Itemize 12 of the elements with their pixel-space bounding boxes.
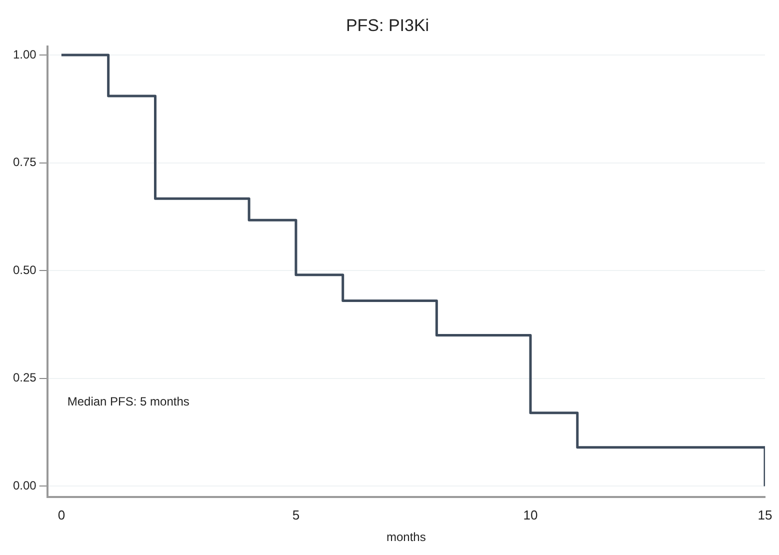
y-tick-label: 1.00 (12, 47, 37, 62)
y-tick-label: 0.75 (12, 155, 37, 170)
x-tick-label: 15 (758, 507, 772, 522)
chart-title: PFS: PI3Ki (346, 16, 430, 35)
x-tick-label: 10 (523, 507, 538, 522)
annotation: Median PFS: 5 months (67, 394, 190, 409)
x-tick-label: 5 (292, 507, 300, 522)
x-axis-title: months (386, 530, 426, 544)
y-tick-label: 0.50 (12, 262, 37, 277)
y-tick-label: 0.00 (12, 478, 37, 493)
y-tick-label: 0.25 (12, 370, 37, 385)
x-tick-label: 0 (58, 507, 66, 522)
